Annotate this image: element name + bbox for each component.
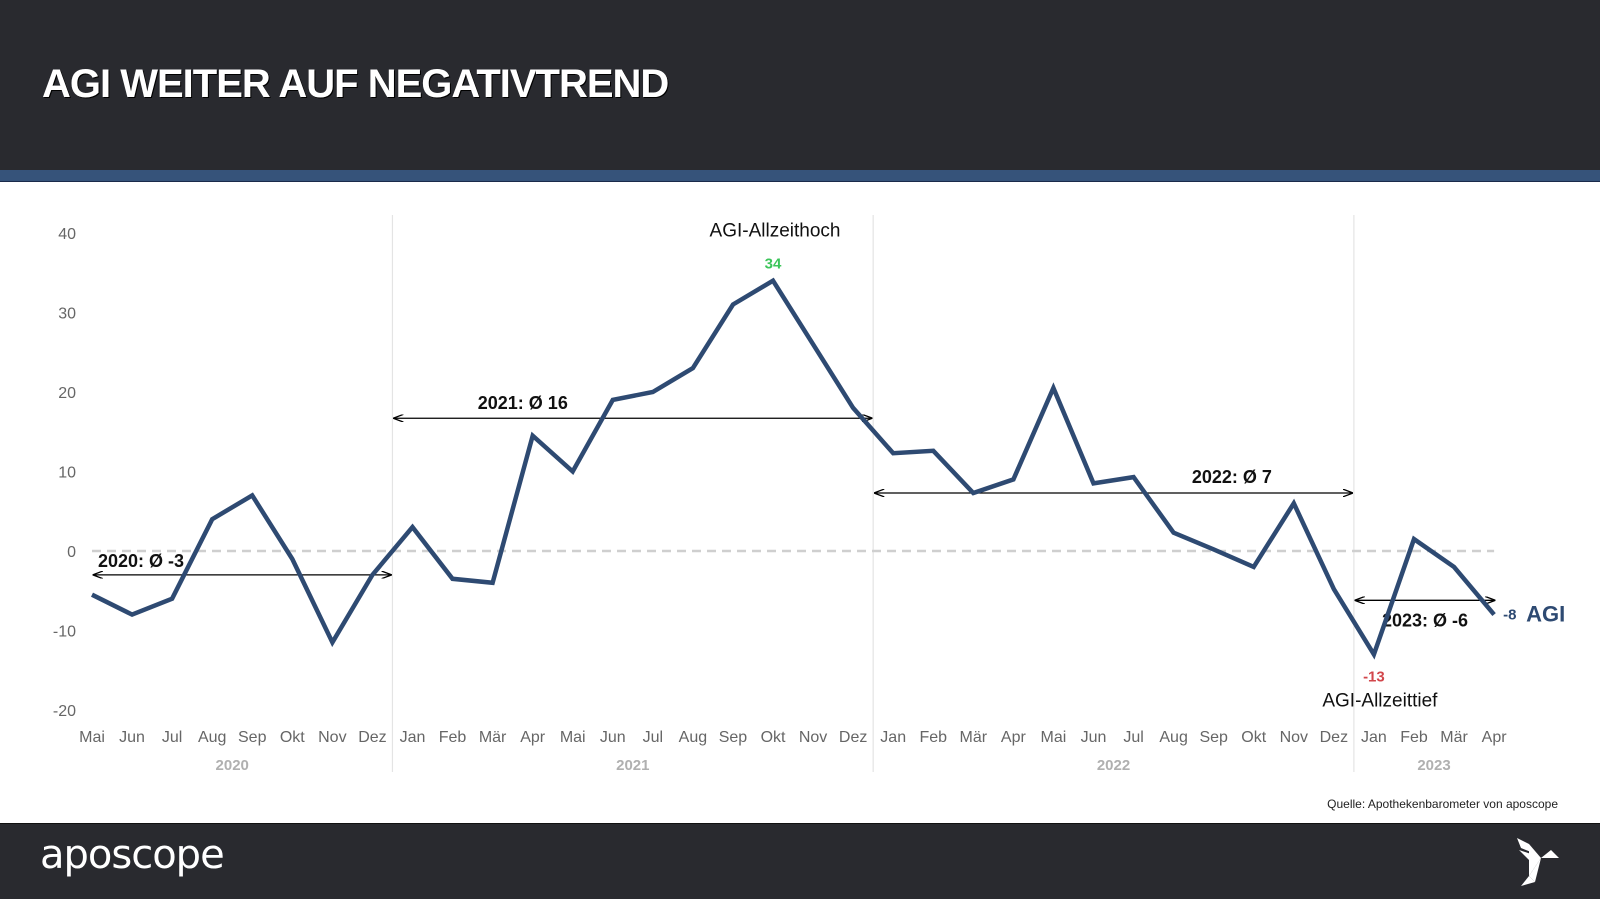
x-tick-label: Okt [761,729,786,746]
average-label: 2021: Ø 16 [478,393,568,413]
x-tick-label: Mai [79,729,105,746]
origami-bird-icon [1517,838,1559,886]
average-label: 2022: Ø 7 [1192,467,1272,487]
source-note: Quelle: Apothekenbarometer von aposcope [1327,797,1558,811]
average-label: 2020: Ø -3 [98,551,184,571]
x-tick-label: Jun [1081,729,1107,746]
x-tick-label: Nov [799,729,827,746]
agi-line-chart: 40 30 20 10 0 -10 -20 2020: Ø -3 2021: Ø 16 2022… [53,215,1565,774]
y-tick-label: 40 [58,226,76,243]
y-tick-label: 20 [58,385,76,402]
y-tick-label: 0 [67,544,76,561]
x-tick-label: Mai [560,729,586,746]
x-tick-label: Apr [520,729,546,746]
annotation-low-value: -13 [1363,668,1385,685]
x-tick-label: Mär [960,729,988,746]
x-tick-label: Jul [643,729,663,746]
x-tick-label: Apr [1001,729,1027,746]
x-tick-label: Aug [1159,729,1187,746]
x-tick-label: Aug [679,729,707,746]
x-tick-label: Apr [1482,729,1508,746]
header-stripe [0,170,1600,182]
x-tick-label: Mai [1041,729,1067,746]
x-tick-label: Jan [880,729,906,746]
footer: aposcope [0,823,1600,899]
x-tick-label: Feb [1400,729,1428,746]
x-tick-label: Dez [839,729,867,746]
y-tick-label: -10 [53,624,76,641]
x-tick-label: Sep [719,729,748,746]
series-label: AGI [1526,602,1565,627]
year-label: 2023 [1417,757,1450,774]
x-tick-label: Feb [919,729,947,746]
header: AGI WEITER AUF NEGATIVTREND [0,0,1600,170]
average-label: 2023: Ø -6 [1382,610,1468,630]
x-tick-label: Jun [119,729,145,746]
annotation-low-label: AGI-Allzeittief [1322,690,1438,711]
annotation-high-label: AGI-Allzeithoch [710,221,841,242]
x-tick-label: Jul [162,729,182,746]
y-tick-label: -20 [53,703,76,720]
x-tick-label: Sep [1199,729,1228,746]
x-tick-label: Mär [479,729,507,746]
year-label: 2021 [616,757,649,774]
y-tick-label: 10 [58,465,76,482]
annotation-high-value: 34 [765,256,782,273]
year-label: 2020 [216,757,249,774]
x-tick-label: Dez [358,729,386,746]
x-tick-label: Aug [198,729,226,746]
x-tick-label: Jun [600,729,626,746]
x-tick-label: Feb [439,729,467,746]
agi-series-line [90,277,1496,660]
annotation-last-value: -8 [1503,607,1516,624]
x-tick-label: Mär [1440,729,1468,746]
page-title: AGI WEITER AUF NEGATIVTREND [42,62,669,106]
aposcope-logo: aposcope [40,832,225,878]
x-tick-label: Nov [318,729,346,746]
x-tick-label: Jul [1123,729,1143,746]
y-tick-label: 30 [58,306,76,323]
x-tick-label: Nov [1280,729,1308,746]
x-tick-label: Dez [1320,729,1348,746]
x-tick-label: Sep [238,729,267,746]
x-tick-label: Jan [1361,729,1387,746]
x-tick-label: Okt [280,729,305,746]
year-label: 2022 [1097,757,1130,774]
x-tick-label: Okt [1241,729,1266,746]
x-tick-label: Jan [400,729,426,746]
